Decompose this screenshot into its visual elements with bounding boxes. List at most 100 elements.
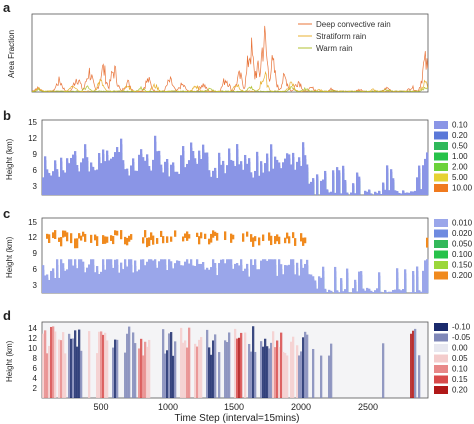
- heatmap-cell: [72, 338, 75, 398]
- heatmap-cell: [254, 170, 257, 195]
- heatmap-cell: [92, 166, 95, 195]
- heatmap-cell: [284, 237, 287, 244]
- heatmap-cell: [124, 236, 127, 245]
- heatmap-cell: [178, 260, 181, 293]
- heatmap-cell: [218, 352, 221, 398]
- heatmap-cell: [126, 168, 129, 195]
- heatmap-cell: [212, 259, 215, 293]
- heatmap-cell: [242, 233, 245, 242]
- heatmap-cell: [114, 339, 117, 398]
- heatmap-cell: [274, 236, 277, 244]
- heatmap-cell: [54, 230, 57, 239]
- colorbar-swatch: [434, 271, 448, 280]
- heatmap-cell: [104, 269, 107, 293]
- heatmap-cell: [184, 167, 187, 195]
- heatmap-cell: [294, 238, 297, 246]
- heatmap-cell: [276, 340, 279, 398]
- heatmap-cell: [354, 279, 357, 293]
- heatmap-cell: [294, 169, 297, 195]
- heatmap-cell: [312, 178, 315, 195]
- panel-c-heatmap: [42, 230, 429, 294]
- heatmap-cell: [366, 191, 369, 195]
- heatmap-cell: [306, 334, 309, 398]
- heatmap-cell: [150, 232, 153, 241]
- heatmap-cell: [280, 168, 283, 195]
- heatmap-cell: [244, 154, 247, 195]
- heatmap-cell: [198, 236, 201, 245]
- heatmap-cell: [156, 151, 159, 195]
- heatmap-cell: [370, 193, 373, 195]
- heatmap-cell: [236, 263, 239, 293]
- heatmap-cell: [240, 259, 243, 293]
- panel-d-ytick: 14: [28, 324, 37, 333]
- heatmap-cell: [276, 275, 279, 293]
- heatmap-cell: [226, 342, 229, 398]
- heatmap-cell: [140, 259, 143, 293]
- colorbar-label: 0.20: [452, 131, 468, 140]
- heatmap-cell: [48, 234, 51, 243]
- heatmap-cell: [366, 287, 369, 293]
- heatmap-cell: [424, 260, 427, 293]
- heatmap-cell: [42, 265, 45, 293]
- heatmap-cell: [244, 268, 247, 293]
- heatmap-cell: [64, 353, 67, 398]
- heatmap-cell: [352, 288, 355, 293]
- heatmap-cell: [106, 259, 109, 293]
- heatmap-cell: [282, 274, 285, 293]
- heatmap-cell: [124, 259, 127, 293]
- heatmap-cell: [250, 351, 253, 398]
- heatmap-cell: [68, 163, 71, 195]
- colorbar-label: -0.05: [452, 333, 471, 342]
- heatmap-cell: [214, 167, 217, 195]
- heatmap-cell: [378, 272, 381, 293]
- heatmap-cell: [304, 155, 307, 195]
- heatmap-cell: [160, 259, 163, 293]
- heatmap-cell: [172, 268, 175, 293]
- heatmap-cell: [404, 269, 407, 293]
- panel-label-c: c: [3, 206, 10, 221]
- heatmap-cell: [166, 270, 169, 293]
- heatmap-cell: [270, 235, 273, 246]
- heatmap-cell: [98, 274, 101, 293]
- heatmap-cell: [262, 234, 265, 242]
- heatmap-cell: [202, 144, 205, 195]
- panel-b-ytick: 3: [33, 182, 38, 191]
- heatmap-cell: [92, 259, 95, 293]
- heatmap-cell: [78, 329, 81, 398]
- heatmap-cell: [260, 260, 263, 293]
- heatmap-cell: [88, 264, 91, 293]
- heatmap-cell: [128, 175, 131, 195]
- heatmap-cell: [360, 271, 363, 293]
- heatmap-cell: [274, 259, 277, 293]
- heatmap-cell: [304, 263, 307, 293]
- heatmap-cell: [76, 268, 79, 293]
- heatmap-cell: [70, 157, 73, 195]
- heatmap-cell: [386, 165, 389, 195]
- heatmap-cell: [152, 260, 155, 293]
- heatmap-cell: [374, 290, 377, 293]
- heatmap-cell: [338, 170, 341, 195]
- heatmap-cell: [94, 170, 97, 195]
- heatmap-cell: [330, 343, 333, 398]
- heatmap-cell: [236, 338, 239, 398]
- heatmap-cell: [372, 292, 375, 293]
- heatmap-cell: [256, 151, 259, 195]
- heatmap-cell: [174, 171, 177, 195]
- colorbar-label: 0.20: [452, 386, 468, 395]
- heatmap-cell: [224, 263, 227, 293]
- heatmap-cell: [164, 259, 167, 293]
- panel-d-ytick: 6: [33, 364, 38, 373]
- heatmap-cell: [278, 259, 281, 293]
- colorbar-label: 1.00: [452, 152, 468, 161]
- heatmap-cell: [214, 334, 217, 398]
- heatmap-cell: [50, 270, 53, 293]
- heatmap-cell: [268, 171, 271, 195]
- heatmap-cell: [98, 153, 101, 195]
- colorbar-label: 0.050: [452, 240, 473, 249]
- heatmap-cell: [354, 193, 357, 195]
- heatmap-cell: [234, 263, 237, 293]
- colorbar-label: 10.00: [452, 184, 473, 193]
- heatmap-cell: [58, 176, 61, 195]
- heatmap-cell: [54, 160, 57, 195]
